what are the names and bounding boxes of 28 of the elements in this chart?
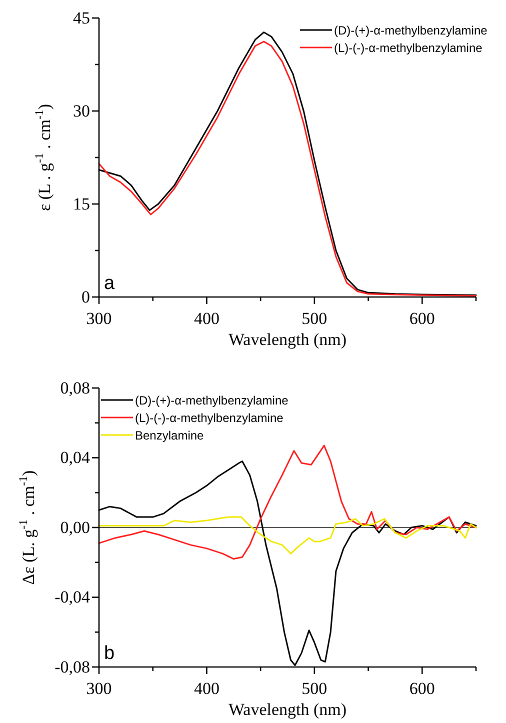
annotation: a (104, 273, 115, 294)
line-series (98, 444, 477, 560)
legend-label: (D)-(+)-α-methylbenzylamine (334, 24, 488, 38)
x-tick-label: 600 (409, 678, 435, 698)
y-tick-label: 0,04 (60, 448, 90, 468)
y-tick-label: 0 (82, 287, 90, 306)
y-tick-label: 0,00 (60, 518, 90, 537)
y-tick-label: 0,08 (60, 378, 90, 398)
x-tick-label: 400 (194, 308, 220, 328)
y-tick-label: -0,04 (54, 588, 90, 607)
line-series (98, 516, 477, 554)
x-tick-label: 300 (86, 308, 112, 328)
legend-label: Benzylamine (135, 428, 204, 442)
y-tick-label: 30 (73, 101, 90, 120)
y-tick-label: -0,08 (54, 657, 90, 676)
x-tick-label: 600 (409, 308, 435, 328)
y-tick-label: 15 (73, 194, 90, 214)
x-axis-title: Wavelength (nm) (228, 700, 347, 719)
x-tick-label: 500 (302, 678, 328, 698)
x-tick-label: 300 (86, 678, 112, 698)
x-tick-label: 500 (302, 308, 328, 328)
x-axis-title: Wavelength (nm) (228, 330, 347, 349)
annotation: b (104, 643, 115, 664)
legend-label: (L)-(-)-α-methylbenzylamine (135, 411, 284, 425)
y-tick-label: 45 (73, 8, 90, 28)
x-tick-label: 400 (194, 678, 220, 698)
legend-label: (D)-(+)-α-methylbenzylamine (135, 394, 289, 408)
legend-label: (L)-(-)-α-methylbenzylamine (334, 41, 483, 55)
